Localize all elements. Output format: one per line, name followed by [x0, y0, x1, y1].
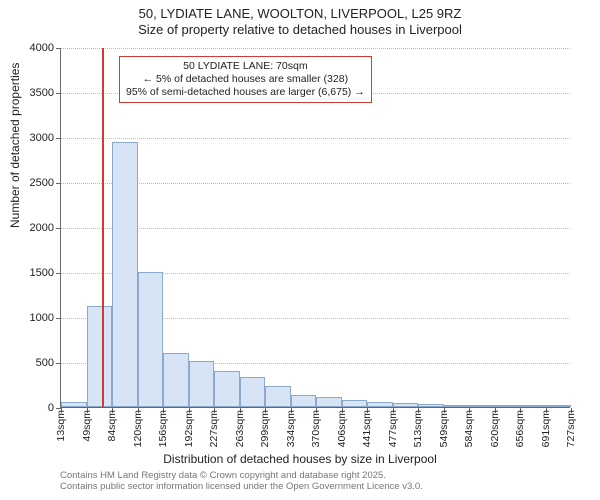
histogram-bar — [138, 272, 164, 407]
xtick-label: 156sqm — [157, 410, 169, 447]
histogram-bar — [240, 377, 266, 407]
annotation-line: 50 LYDIATE LANE: 70sqm — [126, 60, 365, 73]
xtick-label: 656sqm — [514, 410, 526, 447]
ytick-label: 1000 — [14, 312, 54, 324]
histogram-bar — [418, 404, 444, 407]
ytick-label: 2000 — [14, 222, 54, 234]
plot-area: 0500100015002000250030003500400013sqm49s… — [60, 48, 570, 408]
xtick-label: 370sqm — [310, 410, 322, 447]
footer: Contains HM Land Registry data © Crown c… — [60, 470, 423, 493]
ytick-label: 3000 — [14, 132, 54, 144]
xtick-label: 620sqm — [489, 410, 501, 447]
annotation-box: 50 LYDIATE LANE: 70sqm← 5% of detached h… — [119, 56, 372, 103]
xtick-label: 406sqm — [336, 410, 348, 447]
xtick-label: 13sqm — [55, 410, 67, 442]
xtick-label: 49sqm — [81, 410, 93, 442]
footer-line2: Contains public sector information licen… — [60, 481, 423, 492]
histogram-bar — [163, 353, 189, 407]
title-address: 50, LYDIATE LANE, WOOLTON, LIVERPOOL, L2… — [0, 6, 600, 22]
xtick-label: 227sqm — [208, 410, 220, 447]
ytick-mark — [56, 93, 61, 94]
xtick-label: 263sqm — [234, 410, 246, 447]
subject-marker-line — [102, 48, 104, 407]
histogram-bar — [342, 400, 368, 407]
footer-line1: Contains HM Land Registry data © Crown c… — [60, 470, 423, 481]
x-axis-title: Distribution of detached houses by size … — [0, 452, 600, 466]
ytick-mark — [56, 48, 61, 49]
xtick-label: 84sqm — [106, 410, 118, 442]
xtick-label: 120sqm — [132, 410, 144, 447]
ytick-mark — [56, 318, 61, 319]
xtick-label: 549sqm — [438, 410, 450, 447]
histogram-bar — [214, 371, 240, 407]
xtick-label: 513sqm — [412, 410, 424, 447]
xtick-label: 691sqm — [540, 410, 552, 447]
histogram-bar — [87, 306, 113, 407]
annotation-line: ← 5% of detached houses are smaller (328… — [126, 73, 365, 86]
xtick-label: 192sqm — [183, 410, 195, 447]
ytick-label: 1500 — [14, 267, 54, 279]
histogram-bar — [444, 405, 470, 407]
ytick-mark — [56, 273, 61, 274]
chart-zone: 0500100015002000250030003500400013sqm49s… — [60, 48, 570, 408]
chart-container: 50, LYDIATE LANE, WOOLTON, LIVERPOOL, L2… — [0, 0, 600, 500]
xtick-label: 584sqm — [463, 410, 475, 447]
xtick-label: 477sqm — [387, 410, 399, 447]
histogram-bar — [112, 142, 138, 408]
histogram-bar — [291, 395, 317, 407]
histogram-bar — [469, 405, 495, 407]
histogram-bar — [520, 405, 546, 407]
histogram-bar — [546, 405, 572, 407]
xtick-label: 441sqm — [361, 410, 373, 447]
histogram-bar — [189, 361, 215, 407]
xtick-label: 727sqm — [565, 410, 577, 447]
ytick-label: 3500 — [14, 87, 54, 99]
xtick-label: 334sqm — [285, 410, 297, 447]
histogram-bar — [316, 397, 342, 407]
xtick-label: 299sqm — [259, 410, 271, 447]
histogram-bar — [367, 402, 393, 407]
title-subtitle: Size of property relative to detached ho… — [0, 22, 600, 38]
ytick-mark — [56, 138, 61, 139]
ytick-label: 500 — [14, 357, 54, 369]
histogram-bar — [393, 403, 419, 408]
ytick-label: 4000 — [14, 42, 54, 54]
histogram-bar — [265, 386, 291, 407]
gridline — [61, 48, 570, 49]
title-block: 50, LYDIATE LANE, WOOLTON, LIVERPOOL, L2… — [0, 0, 600, 39]
ytick-mark — [56, 183, 61, 184]
ytick-mark — [56, 228, 61, 229]
histogram-bar — [61, 402, 87, 407]
gridline — [61, 138, 570, 139]
annotation-line: 95% of semi-detached houses are larger (… — [126, 86, 365, 99]
histogram-bar — [495, 405, 521, 407]
ytick-mark — [56, 363, 61, 364]
ytick-label: 2500 — [14, 177, 54, 189]
ytick-label: 0 — [14, 402, 54, 414]
